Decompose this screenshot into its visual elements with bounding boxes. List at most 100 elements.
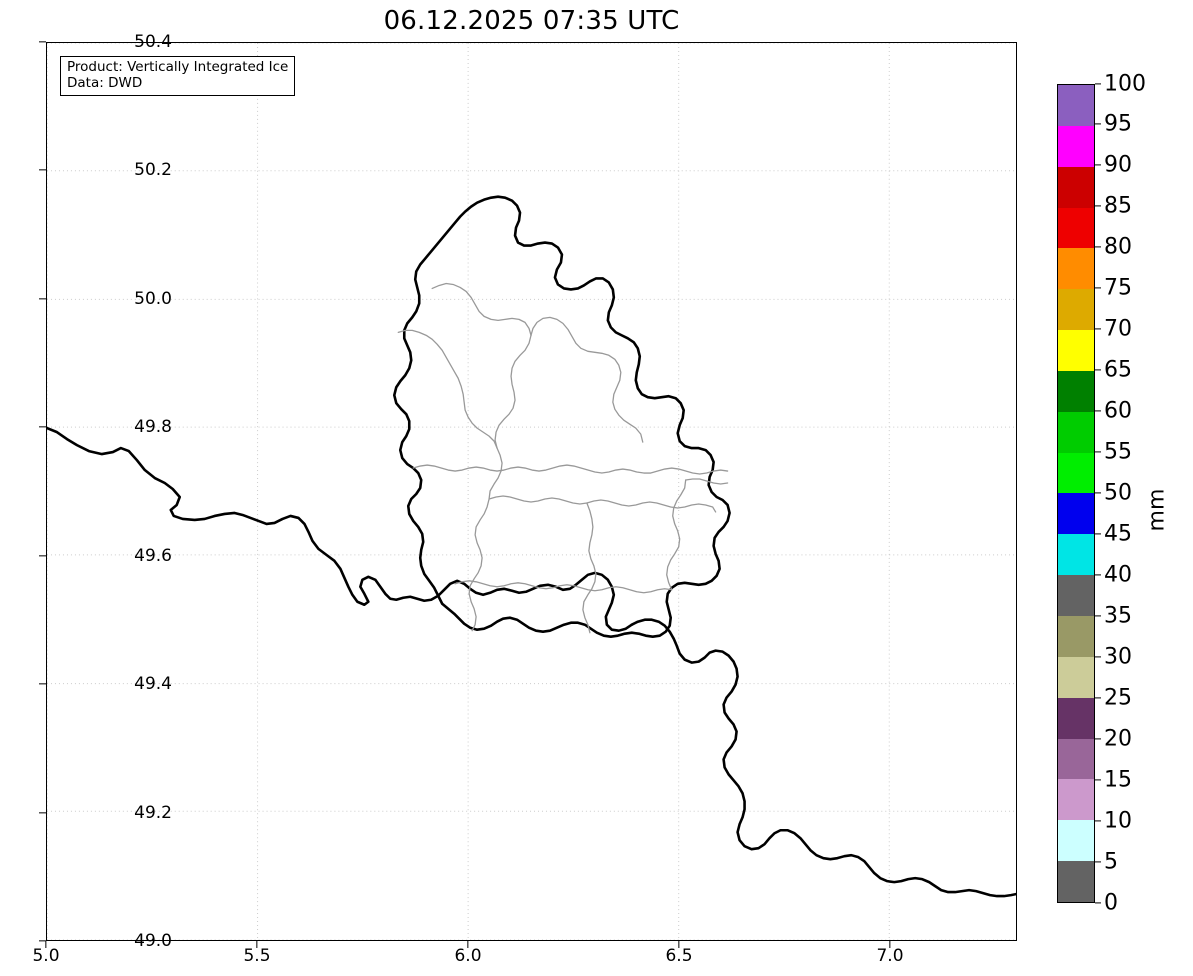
colorbar-tick-label: 75 <box>1104 275 1132 301</box>
colorbar-tick-mark <box>1095 83 1101 85</box>
colorbar-band <box>1058 452 1094 494</box>
colorbar-band <box>1058 779 1094 821</box>
colorbar-tick-mark <box>1095 410 1101 412</box>
colorbar-band <box>1058 207 1094 249</box>
colorbar-tick-label: 50 <box>1104 480 1132 506</box>
colorbar-tick-mark <box>1095 369 1101 371</box>
colorbar-tick-mark <box>1095 697 1101 699</box>
canton-border-lines <box>397 282 729 634</box>
y-tick-label: 50.2 <box>134 160 172 180</box>
colorbar-band <box>1058 248 1094 290</box>
colorbar-band <box>1058 656 1094 698</box>
map-svg <box>47 43 1016 940</box>
y-tick-label: 49.6 <box>134 546 172 566</box>
colorbar <box>1057 84 1095 903</box>
colorbar-tick-label: 5 <box>1104 849 1118 875</box>
colorbar-tick-label: 30 <box>1104 644 1132 670</box>
colorbar-tick-mark <box>1095 656 1101 658</box>
map-plot-area: Product: Vertically Integrated Ice Data:… <box>46 42 1017 941</box>
y-tick-mark <box>39 940 46 942</box>
y-tick-mark <box>39 426 46 428</box>
y-tick-mark <box>39 298 46 300</box>
colorbar-tick-mark <box>1095 451 1101 453</box>
colorbar-tick-mark <box>1095 492 1101 494</box>
colorbar-tick-mark <box>1095 287 1101 289</box>
map-plot-inner: Product: Vertically Integrated Ice Data:… <box>47 43 1016 940</box>
grid-lines <box>47 43 1016 940</box>
colorbar-tick-mark <box>1095 205 1101 207</box>
x-tick-label: 5.5 <box>243 946 271 966</box>
x-tick-label: 6.0 <box>454 946 482 966</box>
colorbar-band <box>1058 289 1094 331</box>
colorbar-band <box>1058 615 1094 657</box>
y-tick-label: 50.0 <box>134 289 172 309</box>
colorbar-tick-label: 90 <box>1104 152 1132 178</box>
y-tick-label: 49.2 <box>134 803 172 823</box>
colorbar-band <box>1058 575 1094 616</box>
colorbar-tick-label: 15 <box>1104 767 1132 793</box>
x-tick-mark <box>467 941 469 948</box>
colorbar-tick-label: 45 <box>1104 521 1132 547</box>
y-tick-mark <box>39 169 46 171</box>
x-tick-mark <box>678 941 680 948</box>
colorbar-tick-label: 25 <box>1104 685 1132 711</box>
colorbar-tick-label: 35 <box>1104 603 1132 629</box>
info-product-line: Product: Vertically Integrated Ice <box>67 59 289 75</box>
info-data-line: Data: DWD <box>67 74 143 91</box>
colorbar-tick-label: 60 <box>1104 398 1132 424</box>
x-tick-mark <box>256 941 258 948</box>
colorbar-tick-label: 0 <box>1104 890 1118 916</box>
colorbar-band <box>1058 697 1094 739</box>
x-tick-label: 7.0 <box>876 946 904 966</box>
y-tick-label: 49.0 <box>134 931 172 951</box>
colorbar-band <box>1058 166 1094 208</box>
colorbar-tick-mark <box>1095 779 1101 781</box>
y-tick-label: 49.4 <box>134 674 172 694</box>
colorbar-tick-mark <box>1095 533 1101 535</box>
x-tick-label: 5.0 <box>32 946 60 966</box>
colorbar-band <box>1058 125 1094 167</box>
y-tick-mark <box>39 555 46 557</box>
colorbar-band <box>1058 493 1094 535</box>
x-tick-label: 6.5 <box>665 946 693 966</box>
colorbar-band <box>1058 861 1094 902</box>
colorbar-tick-mark <box>1095 123 1101 125</box>
page-title: 06.12.2025 07:35 UTC <box>383 6 680 36</box>
colorbar-tick-mark <box>1095 574 1101 576</box>
colorbar-band <box>1058 411 1094 453</box>
colorbar-tick-label: 70 <box>1104 316 1132 342</box>
colorbar-band <box>1058 370 1094 412</box>
colorbar-tick-mark <box>1095 861 1101 863</box>
colorbar-tick-label: 95 <box>1104 111 1132 137</box>
country-border-lines <box>47 195 1016 898</box>
colorbar-tick-label: 20 <box>1104 726 1132 752</box>
colorbar-tick-mark <box>1095 738 1101 740</box>
colorbar-unit-label: mm <box>1144 488 1170 532</box>
colorbar-tick-mark <box>1095 164 1101 166</box>
colorbar-band <box>1058 330 1094 371</box>
y-tick-mark <box>39 683 46 685</box>
colorbar-tick-mark <box>1095 246 1101 248</box>
y-tick-label: 49.8 <box>134 417 172 437</box>
colorbar-tick-mark <box>1095 328 1101 330</box>
x-tick-mark <box>45 941 47 948</box>
colorbar-tick-label: 10 <box>1104 808 1132 834</box>
y-tick-mark <box>39 41 46 43</box>
colorbar-tick-mark <box>1095 820 1101 822</box>
colorbar-tick-label: 100 <box>1104 71 1146 97</box>
colorbar-tick-label: 80 <box>1104 234 1132 260</box>
colorbar-tick-label: 65 <box>1104 357 1132 383</box>
colorbar-tick-mark <box>1095 902 1101 904</box>
colorbar-band <box>1058 85 1094 126</box>
y-tick-mark <box>39 812 46 814</box>
colorbar-band <box>1058 534 1094 576</box>
colorbar-tick-label: 55 <box>1104 439 1132 465</box>
colorbar-tick-label: 85 <box>1104 193 1132 219</box>
colorbar-band <box>1058 820 1094 862</box>
colorbar-tick-mark <box>1095 615 1101 617</box>
y-tick-label: 50.4 <box>134 32 172 52</box>
x-tick-mark <box>889 941 891 948</box>
product-info-box: Product: Vertically Integrated Ice Data:… <box>60 56 296 96</box>
colorbar-tick-label: 40 <box>1104 562 1132 588</box>
